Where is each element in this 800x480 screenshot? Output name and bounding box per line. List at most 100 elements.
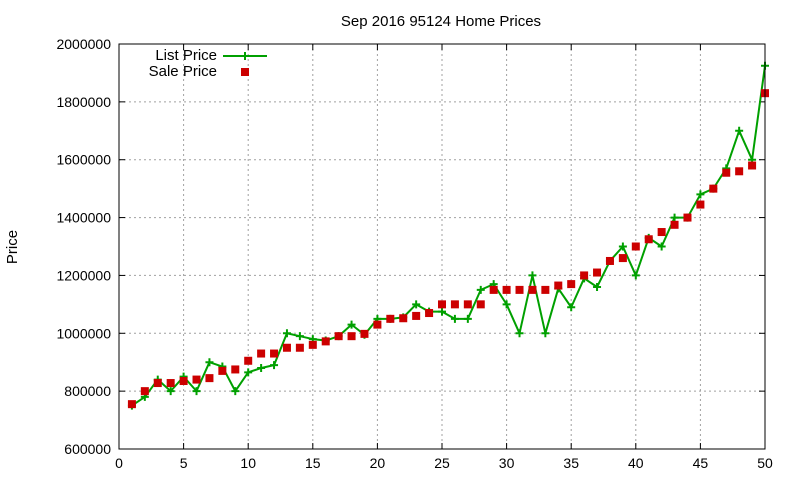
point-list-price: [270, 361, 279, 370]
point-sale-price: [373, 320, 382, 329]
point-sale-price: [541, 285, 550, 294]
x-tick-label: 15: [305, 455, 321, 471]
y-tick-label: 1200000: [56, 267, 111, 283]
point-sale-price: [347, 332, 356, 341]
point-sale-price: [605, 256, 614, 265]
point-sale-price: [218, 366, 227, 375]
point-sale-price: [657, 228, 666, 237]
point-sale-price: [244, 356, 253, 365]
point-list-price: [528, 271, 537, 280]
point-list-price: [166, 387, 175, 396]
x-tick-label: 5: [180, 455, 188, 471]
point-sale-price: [386, 314, 395, 323]
y-axis-label: Price: [4, 230, 21, 264]
point-list-price: [696, 190, 705, 199]
point-sale-price: [683, 213, 692, 222]
point-sale-price: [308, 340, 317, 349]
point-list-price: [231, 387, 240, 396]
x-tick-label: 0: [115, 455, 123, 471]
x-tick-label: 10: [240, 455, 256, 471]
point-sale-price: [528, 285, 537, 294]
point-sale-price: [179, 377, 188, 386]
x-tick-label: 50: [757, 455, 773, 471]
x-tick-label: 45: [693, 455, 709, 471]
y-tick-label: 1800000: [56, 94, 111, 110]
legend-marker-sale-price: [241, 68, 249, 76]
point-sale-price: [205, 374, 214, 383]
point-sale-price: [257, 349, 266, 358]
point-sale-price: [618, 254, 627, 263]
y-tick-label: 2000000: [56, 36, 111, 52]
chart-title: Sep 2016 95124 Home Prices: [341, 13, 541, 30]
point-sale-price: [450, 300, 459, 309]
point-sale-price: [670, 220, 679, 229]
point-list-price: [618, 242, 627, 251]
point-sale-price: [321, 337, 330, 346]
point-list-price: [450, 314, 459, 323]
point-sale-price: [593, 268, 602, 277]
legend: List Price Sale Price: [149, 47, 267, 80]
y-tick-label: 1400000: [56, 210, 111, 226]
point-sale-price: [425, 309, 434, 318]
point-list-price: [515, 329, 524, 338]
point-list-price: [438, 307, 446, 316]
x-tick-label: 25: [434, 455, 450, 471]
point-sale-price: [554, 281, 563, 290]
series-layer: [127, 61, 769, 410]
series-line-list-price: [131, 65, 766, 407]
point-sale-price: [631, 242, 640, 251]
legend-marker-list-price: [241, 52, 249, 60]
point-sale-price: [295, 343, 304, 352]
point-sale-price: [192, 375, 201, 384]
point-sale-price: [282, 343, 291, 352]
y-tick-label: 800000: [64, 383, 111, 399]
point-list-price: [631, 271, 640, 280]
point-list-price: [567, 303, 576, 312]
point-sale-price: [644, 235, 653, 244]
point-list-price: [192, 387, 201, 396]
y-tick-label: 1000000: [56, 325, 111, 341]
legend-label-sale-price: Sale Price: [149, 63, 217, 80]
point-list-price: [541, 329, 550, 338]
point-list-price: [735, 126, 744, 135]
point-sale-price: [722, 168, 731, 177]
point-sale-price: [360, 329, 369, 338]
point-list-price: [670, 213, 679, 222]
point-list-price: [593, 283, 602, 291]
x-tick-label: 20: [370, 455, 386, 471]
point-sale-price: [231, 365, 240, 374]
point-sale-price: [270, 349, 279, 358]
point-sale-price: [580, 271, 589, 280]
point-list-price: [205, 358, 214, 367]
point-sale-price: [334, 332, 343, 341]
point-list-price: [257, 364, 266, 372]
point-sale-price: [515, 285, 524, 294]
point-sale-price: [696, 200, 705, 209]
x-tick-label: 40: [628, 455, 644, 471]
point-list-price: [502, 300, 511, 309]
point-sale-price: [166, 379, 175, 388]
x-tick-label: 30: [499, 455, 515, 471]
point-list-price: [463, 314, 472, 323]
point-sale-price: [567, 280, 576, 289]
axis-ticks: 0 5 10 15 20 25 30 35 40 45 50 600000 800000 1000000 1…: [56, 36, 773, 471]
point-sale-price: [438, 300, 446, 309]
point-list-price: [657, 242, 666, 251]
point-list-price: [295, 332, 304, 341]
point-sale-price: [153, 379, 162, 388]
point-sale-price: [489, 285, 498, 294]
point-list-price: [476, 285, 485, 294]
point-sale-price: [140, 387, 149, 396]
point-sale-price: [412, 311, 421, 320]
point-sale-price: [709, 184, 718, 193]
point-sale-price: [127, 400, 136, 409]
plot-frame: [118, 43, 766, 450]
y-tick-label: 1600000: [56, 152, 111, 168]
point-sale-price: [735, 167, 744, 176]
point-sale-price: [399, 314, 408, 323]
point-sale-price: [502, 285, 511, 294]
legend-label-list-price: List Price: [155, 47, 217, 64]
point-sale-price: [463, 300, 472, 309]
point-sale-price: [748, 161, 757, 170]
